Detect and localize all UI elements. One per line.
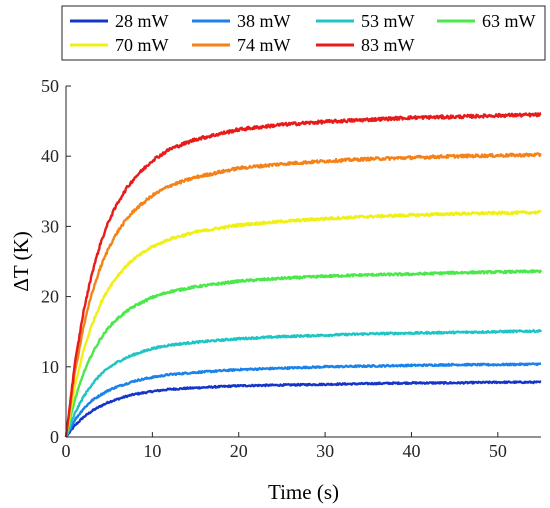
legend-item: 53 mW [316, 11, 415, 31]
legend-label: 53 mW [361, 11, 415, 31]
series-line-53-mw [64, 328, 543, 438]
x-tick-label: 30 [316, 441, 334, 461]
series-group [64, 112, 543, 438]
legend: 28 mW 38 mW 53 mW 63 mW 70 mW 74 mW 83 mW [61, 5, 546, 61]
series-line-83-mw [64, 112, 542, 438]
legend-label: 63 mW [482, 11, 536, 31]
legend-label: 38 mW [237, 11, 291, 31]
series-line-74-mw [64, 152, 542, 438]
legend-label: 83 mW [361, 35, 415, 55]
x-axis-title: Time (s) [268, 480, 339, 504]
series-line-38-mw [64, 362, 542, 438]
legend-item: 83 mW [316, 35, 415, 55]
legend-label: 28 mW [115, 11, 169, 31]
legend-item: 38 mW [192, 11, 291, 31]
series-line-63-mw [64, 269, 543, 438]
y-tick-label: 10 [41, 357, 59, 377]
x-tick-label: 50 [489, 441, 507, 461]
y-tick-label: 40 [41, 146, 59, 166]
y-tick-label: 20 [41, 287, 59, 307]
x-tick-label: 40 [402, 441, 420, 461]
y-tick-label: 30 [41, 216, 59, 236]
x-tick-label: 0 [62, 441, 71, 461]
y-axis-title: ΔT (K) [9, 231, 33, 291]
x-tick-label: 20 [230, 441, 248, 461]
y-tick-label: 50 [41, 76, 59, 96]
legend-box [61, 5, 546, 61]
series-line-28-mw [65, 380, 542, 438]
legend-item: 28 mW [70, 11, 169, 31]
legend-item: 70 mW [70, 35, 169, 55]
legend-item: 74 mW [192, 35, 291, 55]
series-line-70-mw [64, 209, 542, 438]
y-tick-label: 0 [50, 427, 59, 447]
legend-item: 63 mW [437, 11, 536, 31]
x-tick-label: 10 [143, 441, 161, 461]
legend-label: 70 mW [115, 35, 169, 55]
legend-label: 74 mW [237, 35, 291, 55]
